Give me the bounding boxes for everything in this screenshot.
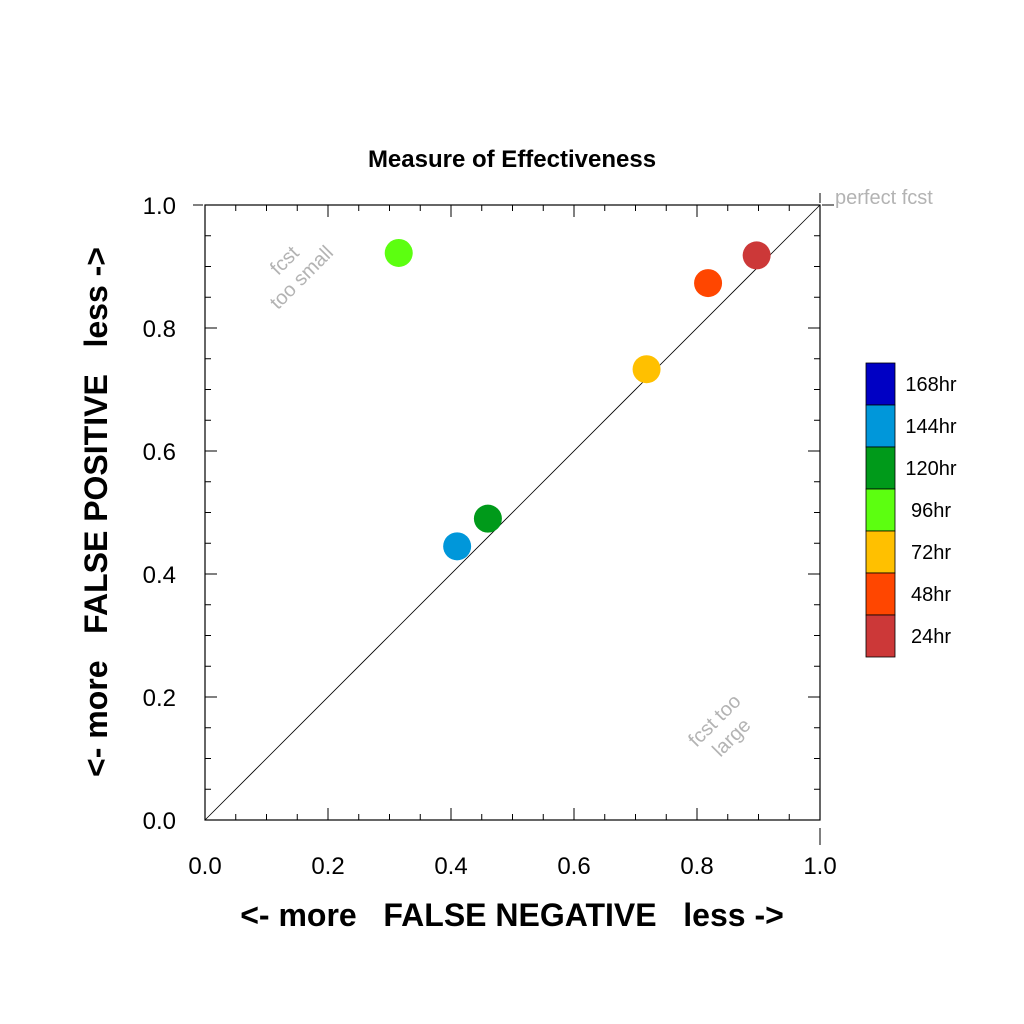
data-point-48hr (694, 269, 723, 298)
chart-title: Measure of Effectiveness (368, 146, 656, 173)
legend-swatch-144hr (865, 404, 896, 448)
x-tick-label: 1.0 (803, 853, 836, 880)
y-tick-label: 0.2 (143, 685, 176, 712)
x-tick-label: 0.0 (188, 853, 221, 880)
legend-label-168hr: 168hr (905, 374, 956, 396)
x-tick-labels: 0.0 0.2 0.4 0.6 0.8 1.0 (188, 853, 836, 880)
legend-swatch-168hr (865, 362, 896, 406)
y-tick-label: 1.0 (143, 193, 176, 220)
data-point-72hr (632, 355, 661, 384)
legend-swatch-24hr (865, 614, 896, 658)
legend-label-48hr: 48hr (911, 584, 951, 606)
axis-ticks (193, 193, 834, 845)
legend-swatch-120hr (865, 446, 896, 490)
data-point-120hr (473, 504, 502, 533)
x-axis-title: <- more FALSE NEGATIVE less -> (240, 897, 784, 933)
reference-diagonal-line (204, 204, 821, 821)
y-axis-title: <- more FALSE POSITIVE less -> (78, 247, 114, 777)
y-tick-label: 0.4 (143, 562, 176, 589)
y-tick-label: 0.0 (143, 808, 176, 835)
x-tick-label: 0.4 (434, 853, 467, 880)
legend-swatch-48hr (865, 572, 896, 616)
perfect-forecast-label: perfect fcst (835, 187, 933, 209)
x-tick-label: 0.6 (557, 853, 590, 880)
legend-label-96hr: 96hr (911, 500, 951, 522)
y-tick-labels: 0.0 0.2 0.4 0.6 0.8 1.0 (143, 193, 176, 835)
y-tick-label: 0.8 (143, 316, 176, 343)
legend-label-24hr: 24hr (911, 626, 951, 648)
x-tick-label: 0.2 (311, 853, 344, 880)
data-point-96hr (384, 238, 413, 267)
legend-swatch-96hr (865, 488, 896, 532)
x-tick-label: 0.8 (680, 853, 713, 880)
legend: 168hr 144hr 120hr 96hr 72hr 48hr 24hr (865, 362, 957, 658)
data-points (384, 238, 771, 561)
too-large-annotation: fcst too large (684, 690, 755, 761)
data-point-24hr (742, 241, 771, 270)
legend-swatch-72hr (865, 530, 896, 574)
data-point-144hr (443, 532, 472, 561)
too-small-annotation: fcst too small (266, 242, 338, 314)
legend-label-72hr: 72hr (911, 542, 951, 564)
legend-label-144hr: 144hr (905, 416, 956, 438)
y-tick-label: 0.6 (143, 439, 176, 466)
legend-label-120hr: 120hr (905, 458, 956, 480)
